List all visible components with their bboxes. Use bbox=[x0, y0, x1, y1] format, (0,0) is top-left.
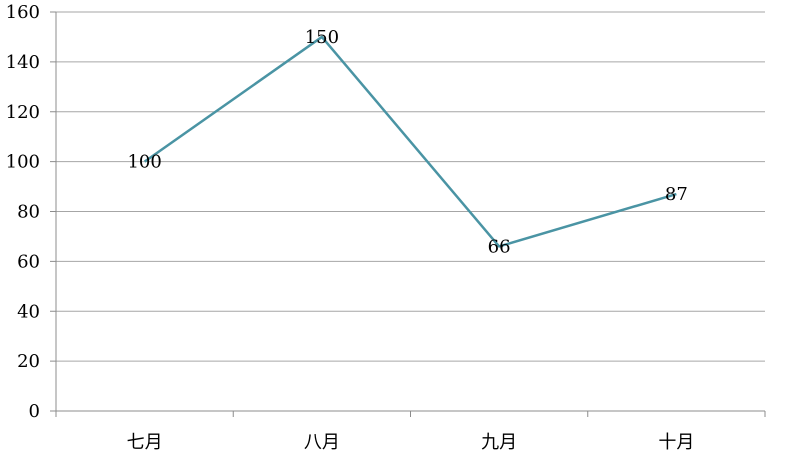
series-layer bbox=[143, 35, 677, 248]
y-tick-label: 40 bbox=[17, 301, 40, 322]
y-tick-label: 60 bbox=[17, 251, 40, 272]
y-tick-label: 0 bbox=[29, 401, 40, 422]
series-line bbox=[143, 35, 677, 248]
y-tick-label: 120 bbox=[6, 102, 40, 123]
data-label: 66 bbox=[488, 236, 511, 257]
x-tick-label: 八月 bbox=[304, 432, 340, 453]
x-tick-label: 七月 bbox=[127, 432, 163, 453]
x-tick-label: 十月 bbox=[658, 432, 694, 453]
axes bbox=[50, 11, 766, 417]
y-tick-label: 140 bbox=[6, 52, 40, 73]
y-axis-tick-labels: 0 20 40 60 80 100 120 140 160 bbox=[6, 2, 40, 422]
data-label: 100 bbox=[127, 152, 161, 173]
gridlines bbox=[56, 11, 765, 362]
data-labels: 100 150 66 87 bbox=[127, 27, 687, 257]
y-tick-label: 160 bbox=[6, 2, 40, 23]
y-tick-label: 20 bbox=[17, 351, 40, 372]
data-label: 87 bbox=[665, 184, 688, 205]
y-tick-label: 80 bbox=[17, 202, 40, 223]
x-tick-label: 九月 bbox=[481, 432, 517, 453]
y-tick-label: 100 bbox=[6, 152, 40, 173]
x-axis-tick-labels: 七月 八月 九月 十月 bbox=[127, 432, 695, 453]
data-label: 150 bbox=[305, 27, 339, 48]
